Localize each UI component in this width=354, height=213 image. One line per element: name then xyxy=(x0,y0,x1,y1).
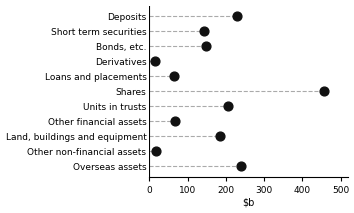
Point xyxy=(217,134,223,138)
Point xyxy=(172,119,178,123)
Point xyxy=(238,164,244,168)
Point xyxy=(225,104,230,108)
Point xyxy=(234,14,239,18)
Point xyxy=(171,74,177,78)
Point xyxy=(201,29,207,33)
Point xyxy=(203,44,209,48)
Point xyxy=(152,59,158,63)
Point xyxy=(153,150,159,153)
Point xyxy=(321,89,326,93)
X-axis label: $b: $b xyxy=(242,197,255,207)
